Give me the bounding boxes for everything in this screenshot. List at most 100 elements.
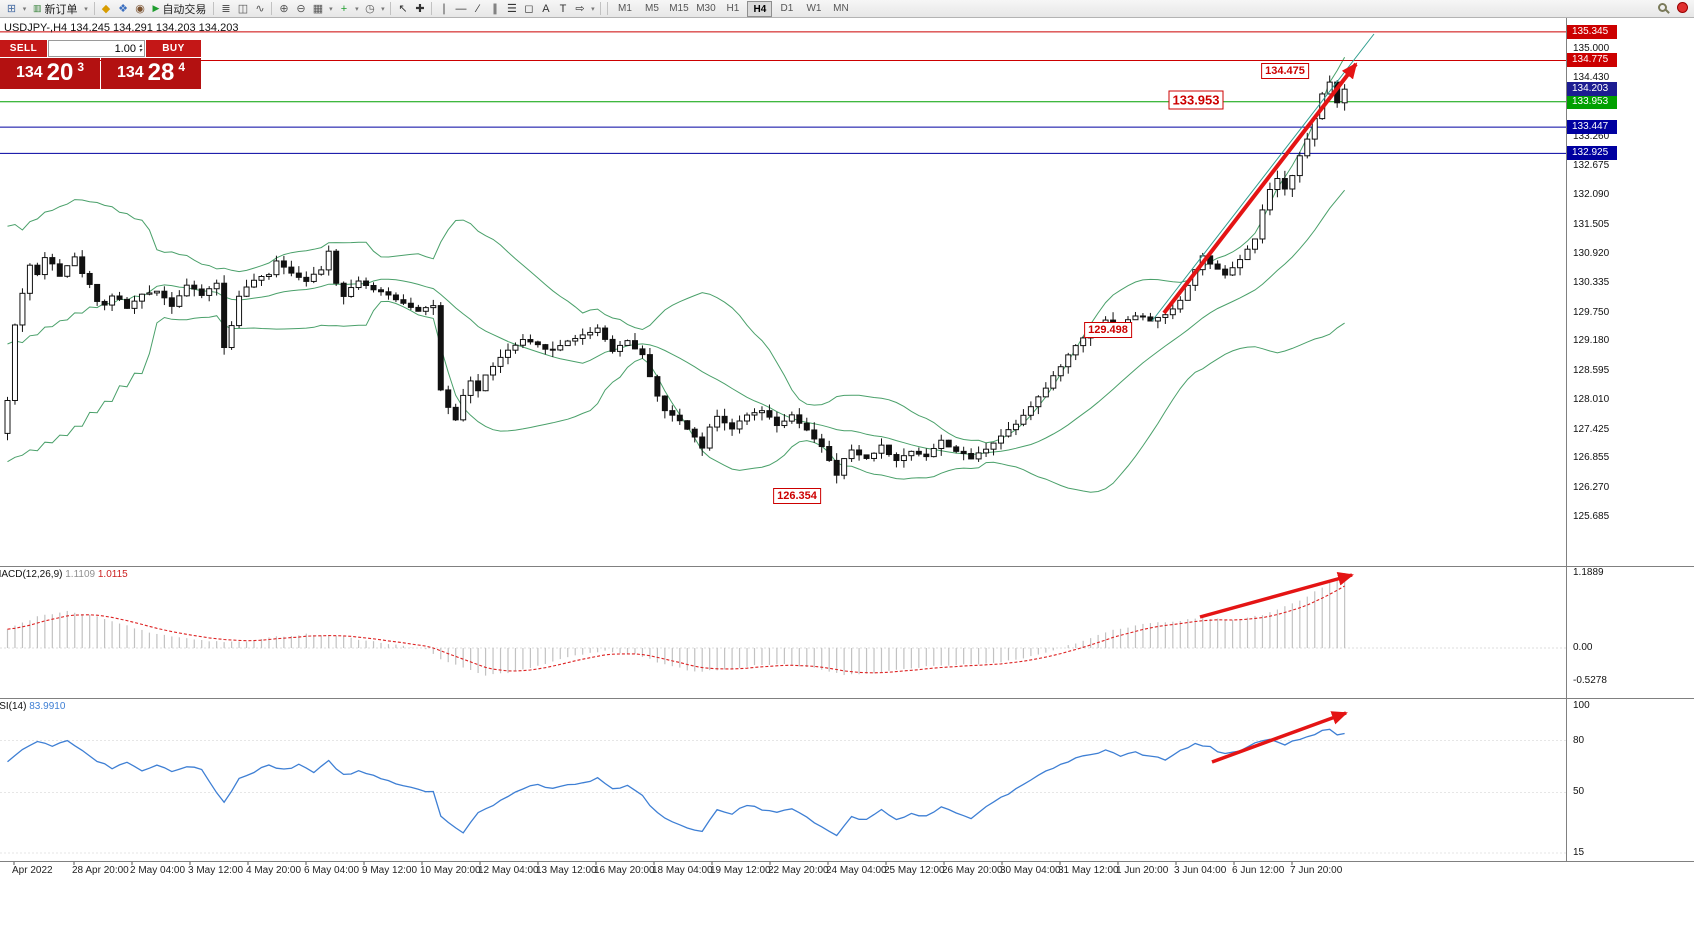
price-level-box: 134.775 bbox=[1567, 53, 1617, 68]
spinner-up-icon[interactable]: ▴ bbox=[138, 42, 142, 49]
rsi-tick: 50 bbox=[1573, 786, 1585, 798]
toolbar-separator bbox=[213, 2, 215, 15]
price-annotation[interactable]: 134.475 bbox=[1261, 63, 1309, 79]
dropdown-caret-icon[interactable]: ▾ bbox=[329, 5, 333, 13]
crosshair-icon[interactable]: ✚ bbox=[415, 3, 425, 15]
line-chart-icon[interactable]: ∿ bbox=[255, 3, 265, 15]
timeframe-h4[interactable]: H4 bbox=[747, 0, 773, 17]
price-annotation[interactable]: 126.354 bbox=[773, 488, 821, 504]
volume-spinner[interactable]: ▴ ▾ bbox=[138, 42, 142, 54]
bollinger-bands bbox=[7, 57, 1346, 493]
chart-ohlc-header: USDJPY-,H4 134.245 134.291 134.203 134.2… bbox=[4, 22, 239, 34]
timeframe-m30[interactable]: M30 bbox=[696, 2, 716, 14]
toolbar-separator bbox=[93, 2, 95, 15]
cursor-icon[interactable]: ↖ bbox=[398, 3, 408, 15]
time-label: 6 Jun 12:00 bbox=[1232, 865, 1285, 876]
rsi-tick: 100 bbox=[1573, 699, 1590, 711]
dropdown-caret-icon[interactable]: ▾ bbox=[84, 5, 88, 13]
price-tick: 134.430 bbox=[1573, 71, 1610, 83]
timeframe-mn[interactable]: MN bbox=[833, 2, 849, 14]
price-annotation[interactable]: 129.498 bbox=[1084, 322, 1132, 338]
time-axis[interactable]: Apr 2022 28 Apr 20:00 2 May 04:00 3 May 12:… bbox=[0, 862, 1694, 882]
market-watch-icon[interactable]: ❖ bbox=[118, 3, 128, 15]
main-toolbar: ⊞ ▾ ▥ 新订单 ▾ ◆ ❖ ◉ ▶ 自动交易 ≣ ◫ ∿ ⊕ ⊖ ▦ ▾ + ▾ ◷ ▾ ↖ ✚ ∣ ― ∕ ∥ ☰ ◻ A T ⇨ ▾ M1… bbox=[0, 0, 1694, 18]
timeframe-m1[interactable]: M1 bbox=[617, 2, 632, 14]
timeframe-h1[interactable]: H1 bbox=[726, 2, 740, 14]
ask-price[interactable]: 134 28 4 bbox=[101, 58, 201, 89]
price-tick: 130.335 bbox=[1573, 277, 1610, 289]
text-label-icon[interactable]: T bbox=[559, 2, 567, 15]
time-label: 28 Apr 20:00 bbox=[72, 865, 129, 876]
dropdown-caret-icon[interactable]: ▾ bbox=[591, 5, 595, 13]
time-label: 12 May 04:00 bbox=[478, 865, 539, 876]
price-tick: 132.675 bbox=[1573, 159, 1610, 171]
periods-icon[interactable]: ◷ bbox=[365, 3, 375, 15]
one-click-trading-panel: SELL 1.00 ▴ ▾ BUY 134 20 3 134 28 4 bbox=[0, 40, 201, 89]
timeframe-w1[interactable]: W1 bbox=[806, 2, 822, 14]
scripts-icon[interactable]: ◉ bbox=[135, 3, 145, 15]
timeframe-m5[interactable]: M5 bbox=[644, 2, 659, 14]
price-annotation[interactable]: 133.953 bbox=[1168, 90, 1224, 110]
bid-big-figure: 134 bbox=[15, 64, 43, 81]
candlesticks bbox=[4, 75, 1348, 484]
favorites-icon[interactable]: ◆ bbox=[101, 3, 111, 15]
candlestick-chart-icon[interactable]: ◫ bbox=[237, 3, 249, 15]
horizontal-line-icon[interactable]: ― bbox=[455, 2, 467, 15]
auto-trading-button[interactable]: ▶ 自动交易 bbox=[149, 1, 211, 17]
macd-indicator-label: MACD(12,26,9) 1.1109 1.0115 bbox=[0, 569, 128, 580]
price-level-box: 133.447 bbox=[1567, 120, 1617, 135]
toolbar-right-group bbox=[1658, 2, 1688, 13]
macd-signal-line bbox=[7, 585, 1345, 674]
toolbar-separator bbox=[390, 2, 392, 15]
time-label: 6 May 04:00 bbox=[304, 865, 360, 876]
dropdown-caret-icon[interactable]: ▾ bbox=[22, 5, 27, 13]
time-label: 18 May 04:00 bbox=[652, 865, 713, 876]
current-price-box: 134.203 bbox=[1567, 82, 1617, 97]
bar-chart-icon[interactable]: ≣ bbox=[221, 3, 231, 15]
time-label: 13 May 12:00 bbox=[536, 865, 597, 876]
new-order-button-label: 新订单 bbox=[44, 3, 78, 16]
dropdown-caret-icon[interactable]: ▾ bbox=[381, 5, 385, 13]
new-order-button[interactable]: ▥ 新订单 bbox=[29, 1, 82, 17]
arrows-tool-icon[interactable]: ⇨ bbox=[575, 3, 585, 15]
shapes-icon[interactable]: ◻ bbox=[524, 3, 534, 15]
macd-tick: 1.1889 bbox=[1573, 567, 1604, 578]
price-tick: 126.855 bbox=[1573, 452, 1610, 464]
price-tick: 135.000 bbox=[1573, 43, 1610, 55]
bid-price[interactable]: 134 20 3 bbox=[0, 58, 100, 89]
zoom-out-icon[interactable]: ⊖ bbox=[296, 3, 306, 15]
timeframe-m15[interactable]: M15 bbox=[669, 2, 689, 14]
rsi-line bbox=[7, 728, 1345, 837]
macd-tick: -0.5278 bbox=[1573, 675, 1607, 687]
price-scale[interactable]: 135.000134.430133.845133.260132.675132.0… bbox=[1567, 0, 1694, 943]
spinner-down-icon[interactable]: ▾ bbox=[138, 47, 142, 54]
buy-button[interactable]: BUY bbox=[146, 40, 201, 57]
vertical-line-icon[interactable]: ∣ bbox=[441, 3, 447, 15]
price-tick: 128.010 bbox=[1573, 394, 1610, 406]
price-tick: 128.595 bbox=[1573, 364, 1610, 376]
price-tick: 127.425 bbox=[1573, 423, 1610, 435]
volume-value: 1.00 bbox=[114, 42, 136, 55]
sell-button[interactable]: SELL bbox=[0, 40, 47, 57]
channel-icon[interactable]: ∥ bbox=[492, 3, 498, 15]
trend-arrow-main bbox=[1162, 62, 1358, 315]
time-label: 31 May 12:00 bbox=[1058, 865, 1119, 876]
trendline-icon[interactable]: ∕ bbox=[477, 2, 479, 15]
macd-main-value: 1.1109 bbox=[65, 569, 96, 580]
time-label: 9 May 12:00 bbox=[362, 865, 418, 876]
new-chart-icon[interactable]: ⊞ bbox=[6, 3, 17, 15]
macd-tick: 0.00 bbox=[1573, 642, 1593, 654]
text-icon[interactable]: A bbox=[542, 2, 550, 15]
magnifier-icon[interactable] bbox=[1658, 3, 1667, 12]
volume-input[interactable]: 1.00 ▴ ▾ bbox=[48, 40, 145, 57]
indicators-icon[interactable]: + bbox=[340, 2, 348, 15]
tile-windows-icon[interactable]: ▦ bbox=[312, 3, 324, 15]
fibonacci-icon[interactable]: ☰ bbox=[507, 3, 517, 15]
zoom-in-icon[interactable]: ⊕ bbox=[279, 3, 289, 15]
timeframe-d1[interactable]: D1 bbox=[780, 2, 794, 14]
dropdown-caret-icon[interactable]: ▾ bbox=[355, 5, 359, 13]
record-dot-icon[interactable] bbox=[1677, 2, 1688, 13]
time-label: 30 May 04:00 bbox=[1000, 865, 1061, 876]
